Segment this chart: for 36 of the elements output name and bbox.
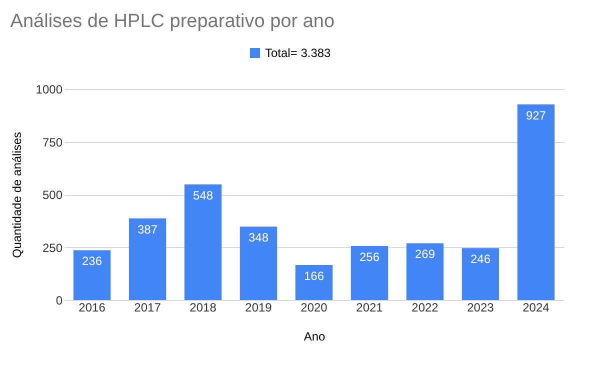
y-tick-label: 250 bbox=[42, 240, 63, 255]
data-label: 256 bbox=[359, 250, 380, 264]
y-tick-label: 1000 bbox=[36, 82, 63, 96]
bar bbox=[128, 218, 166, 300]
y-tick-label: 750 bbox=[42, 135, 63, 150]
bar bbox=[517, 104, 555, 300]
x-tick-label: 2017 bbox=[134, 300, 162, 314]
data-label: 348 bbox=[248, 230, 269, 245]
x-tick-label: 2022 bbox=[412, 300, 439, 314]
data-label: 166 bbox=[304, 268, 324, 283]
bar bbox=[295, 264, 333, 300]
x-axis-title: Ano bbox=[304, 330, 326, 344]
bar bbox=[73, 250, 111, 300]
legend-label: Total= 3.383 bbox=[265, 46, 332, 60]
y-tick-label: 500 bbox=[42, 188, 63, 202]
bar bbox=[240, 226, 278, 300]
y-axis-title: Quantidade de análises bbox=[10, 132, 24, 258]
chart-title: Análises de HPLC preparativo por ano bbox=[10, 11, 335, 32]
x-tick-label: 2016 bbox=[78, 300, 106, 314]
data-label: 269 bbox=[414, 247, 436, 262]
x-tick-label: 2018 bbox=[190, 300, 217, 314]
x-tick-label: 2024 bbox=[522, 300, 550, 314]
x-tick-label: 2020 bbox=[300, 300, 328, 314]
bar bbox=[184, 184, 222, 300]
y-tick-label: 0 bbox=[56, 294, 63, 308]
data-label: 236 bbox=[82, 254, 102, 268]
data-label: 387 bbox=[138, 222, 158, 236]
x-tick-label: 2019 bbox=[245, 300, 272, 314]
data-label: 246 bbox=[470, 252, 491, 266]
bar bbox=[350, 246, 388, 300]
bar bbox=[462, 248, 500, 300]
data-label: 548 bbox=[192, 188, 214, 202]
x-tick-label: 2023 bbox=[467, 300, 494, 314]
bar bbox=[406, 243, 444, 300]
data-label: 927 bbox=[526, 108, 546, 122]
x-tick-label: 2021 bbox=[356, 300, 384, 314]
